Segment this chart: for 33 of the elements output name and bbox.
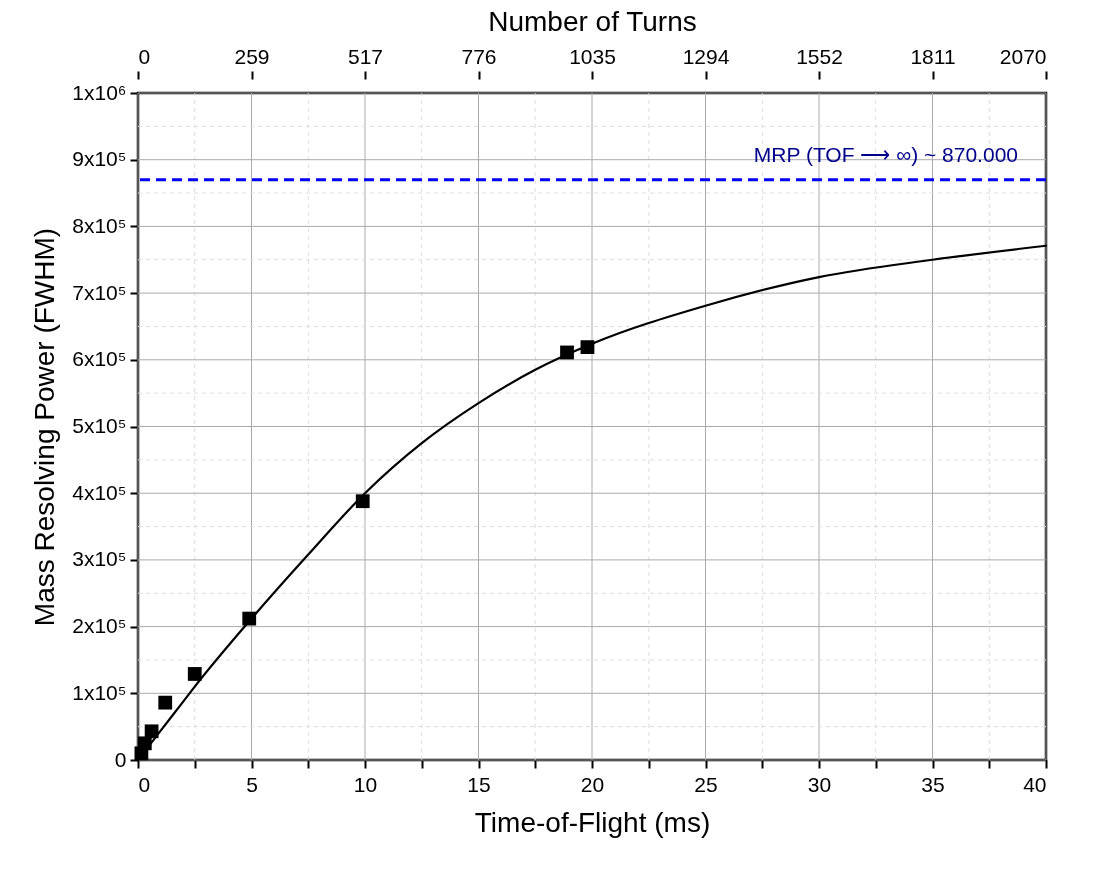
y-tick-label: 8x10⁵: [72, 213, 127, 237]
y-tick-label: 2x10⁵: [72, 614, 127, 638]
x2-tick-label: 517: [347, 44, 384, 68]
x-tick-label: 5: [246, 772, 258, 796]
y-tick-label: 0: [114, 747, 127, 771]
x2-tick-label: 2070: [999, 44, 1047, 68]
x-tick-label: 25: [694, 772, 718, 796]
x-tick-label: 40: [1023, 772, 1047, 796]
x2-tick-label: 1811: [910, 44, 956, 68]
y-tick-label: 1x10⁵: [72, 680, 127, 704]
y-tick-label: 7x10⁵: [72, 280, 127, 304]
x-tick-label: 15: [467, 772, 491, 796]
x2-axis-title: Number of Turns: [488, 5, 697, 37]
y-tick-label: 9x10⁵: [72, 147, 127, 171]
x2-tick-label: 1035: [569, 44, 616, 68]
x-axis-title: Time-of-Flight (ms): [474, 806, 711, 838]
y-tick-label: 6x10⁵: [72, 347, 127, 371]
ref-line-label: MRP (TOF ⟶ ∞) ~ 870.000: [753, 142, 1018, 166]
x-tick-label: 30: [807, 772, 832, 796]
y-tick-label: 5x10⁵: [72, 414, 127, 437]
x2-tick-label: 1552: [796, 44, 843, 68]
x2-tick-label: 1294: [682, 44, 730, 68]
x-tick-label: 20: [580, 772, 605, 796]
x-tick-label: 0: [138, 772, 151, 796]
x2-tick-label: 776: [461, 44, 497, 68]
x2-tick-label: 0: [138, 44, 151, 68]
y-tick-label: 1x10⁶: [72, 80, 127, 104]
y-tick-label: 3x10⁵: [72, 547, 127, 571]
x2-tick-label: 259: [234, 44, 270, 68]
x-tick-label: 35: [921, 772, 945, 796]
y-tick-label: 4x10⁵: [72, 480, 127, 504]
y-axis-title: Mass Resolving Power (FWHM): [29, 227, 61, 627]
x-tick-label: 10: [353, 772, 378, 796]
